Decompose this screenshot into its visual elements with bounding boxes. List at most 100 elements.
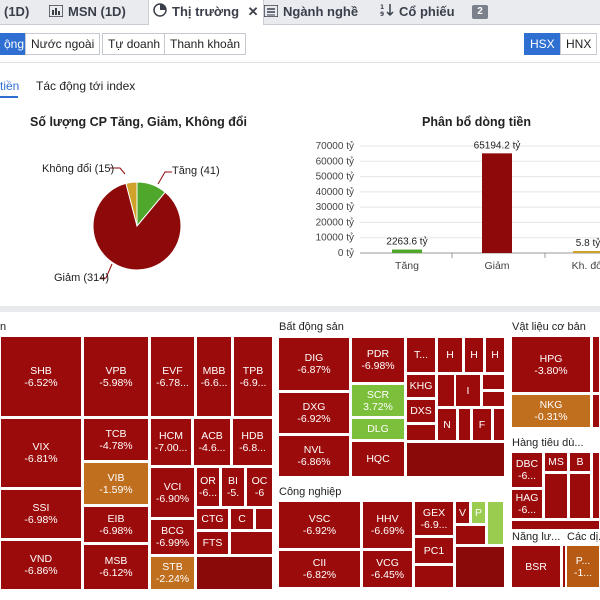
treemap-minor-cell[interactable] xyxy=(255,508,273,530)
treemap-minor-cell[interactable] xyxy=(487,501,504,545)
treemap-minor-cell[interactable] xyxy=(414,565,454,588)
treemap-cell-vpb[interactable]: VPB -5.98% xyxy=(83,336,149,417)
treemap-cell-hdb[interactable]: HDB -6.8... xyxy=(232,418,273,466)
treemap-cell-hag[interactable]: HAG -6... xyxy=(511,489,543,519)
treemap-cell-msb[interactable]: MSB -6.12% xyxy=(83,544,149,590)
treemap-cell-hcm[interactable]: HCM -7.00... xyxy=(150,418,192,466)
treemap-minor-cell[interactable] xyxy=(482,391,505,407)
treemap-cell-n[interactable]: N xyxy=(437,408,457,441)
treemap-cell-h[interactable]: H xyxy=(464,337,484,373)
treemap-cell-vnd[interactable]: VND -6.86% xyxy=(0,540,82,590)
tab-thi-truong[interactable]: Thị trường ✕ xyxy=(148,0,264,25)
treemap-cell-v[interactable]: V xyxy=(455,501,470,524)
sector-title-congnghiep[interactable]: Công nghiệp xyxy=(279,486,342,498)
treemap-cell-stb[interactable]: STB -2.24% xyxy=(150,556,195,590)
treemap-cell-t[interactable]: T... xyxy=(406,337,436,373)
treemap-cell-dig[interactable]: DIG -6.87% xyxy=(278,337,350,391)
treemap-cell-dbc[interactable]: DBC -6... xyxy=(511,452,543,488)
treemap-cell-pdr[interactable]: PDR -6.98% xyxy=(351,337,405,383)
treemap-cell-bsr[interactable]: BSR xyxy=(511,545,561,588)
sector-title-partial[interactable]: n xyxy=(0,321,7,333)
subbutton-dong-tien[interactable]: ộng xyxy=(0,33,32,55)
bar-tang[interactable] xyxy=(392,249,422,253)
treemap-minor-cell[interactable] xyxy=(406,442,505,477)
treemap-minor-cell[interactable] xyxy=(196,556,273,590)
treemap-cell-dxg[interactable]: DXG -6.92% xyxy=(278,392,350,434)
pie-slice-down[interactable] xyxy=(92,182,182,271)
treemap-cell-dxs[interactable]: DXS xyxy=(406,399,436,423)
treemap-cell-eib[interactable]: EIB -6.98% xyxy=(83,506,149,543)
treemap-cell-scr[interactable]: SCR 3.72% xyxy=(351,384,405,417)
treemap-cell-gex[interactable]: GEX -6.9... xyxy=(414,501,454,536)
treemap-cell-bcg[interactable]: BCG -6.99% xyxy=(150,519,195,555)
exchange-hsx-button[interactable]: HSX xyxy=(524,33,561,55)
treemap-cell-h[interactable]: H xyxy=(485,337,505,373)
treemap-cell-dlg[interactable]: DLG xyxy=(351,418,405,440)
treemap-minor-cell[interactable] xyxy=(592,452,600,519)
treemap-cell-tcb[interactable]: TCB -4.78% xyxy=(83,418,149,461)
treemap-minor-cell[interactable] xyxy=(569,473,591,519)
treemap-cell-ssi[interactable]: SSI -6.98% xyxy=(0,489,82,539)
treemap-minor-cell[interactable] xyxy=(592,394,600,428)
tab-partial-1d[interactable]: (1D) xyxy=(4,4,30,19)
treemap-cell-c[interactable]: C xyxy=(230,508,254,530)
treemap-cell-vcg[interactable]: VCG -6.45% xyxy=(362,550,413,588)
treemap-cell-hhv[interactable]: HHV -6.69% xyxy=(362,501,413,549)
treemap-cell-vsc[interactable]: VSC -6.92% xyxy=(278,501,361,549)
treemap-cell-vix[interactable]: VIX -6.81% xyxy=(0,418,82,488)
treemap-cell-nkg[interactable]: NKG -0.31% xyxy=(511,394,591,428)
treemap-cell-vci[interactable]: VCI -6.90% xyxy=(150,467,195,518)
sector-title-nangluong[interactable]: Năng lư... xyxy=(512,531,561,543)
treemap-cell-p[interactable]: P... -1... xyxy=(566,545,600,588)
subbutton-nuoc-ngoai[interactable]: Nước ngoài xyxy=(25,33,101,55)
treemap-cell-h[interactable]: H xyxy=(437,337,463,373)
treemap-cell-i[interactable]: I xyxy=(455,374,481,407)
subbutton-tu-doanh[interactable]: Tự doanh xyxy=(102,33,167,55)
treemap-minor-cell[interactable] xyxy=(455,525,486,545)
treemap-minor-cell[interactable] xyxy=(437,374,455,407)
treemap-minor-cell[interactable] xyxy=(230,531,273,555)
close-icon[interactable]: ✕ xyxy=(247,4,259,19)
treemap-cell-shb[interactable]: SHB -6.52% xyxy=(0,336,82,417)
treemap-cell-p[interactable]: P xyxy=(471,501,486,524)
treemap-cell-ms[interactable]: MS xyxy=(544,452,568,472)
treemap-cell-b[interactable]: B xyxy=(569,452,591,472)
bar-khong-doi[interactable] xyxy=(573,251,600,253)
sector-title-cacdv[interactable]: Các dị... xyxy=(567,531,600,543)
subtab-tac-dong-index[interactable]: Tác động tới index xyxy=(36,79,136,93)
treemap-cell-pc1[interactable]: PC1 xyxy=(414,537,454,564)
treemap-cell-khg[interactable]: KHG xyxy=(406,374,436,398)
treemap-minor-cell[interactable] xyxy=(455,546,505,588)
subbutton-thanh-khoan[interactable]: Thanh khoản xyxy=(164,33,247,55)
treemap-cell-fts[interactable]: FTS xyxy=(196,531,229,555)
treemap-cell-hpg[interactable]: HPG -3.80% xyxy=(511,336,591,393)
sector-title-vlcb[interactable]: Vật liệu cơ bản xyxy=(512,321,586,333)
treemap-minor-cell[interactable] xyxy=(592,336,600,393)
exchange-hnx-button[interactable]: HNX xyxy=(560,33,598,55)
treemap-minor-cell[interactable] xyxy=(511,520,600,530)
treemap-cell-oc[interactable]: OC -6 xyxy=(246,467,273,507)
tab-nganh-nghe[interactable]: Ngành nghề xyxy=(263,0,358,24)
treemap-cell-or[interactable]: OR -6... xyxy=(196,467,220,507)
treemap-cell-ctg[interactable]: CTG xyxy=(196,508,229,530)
sector-title-hangtd[interactable]: Hàng tiêu dù... xyxy=(512,437,584,449)
treemap-cell-evf[interactable]: EVF -6.78... xyxy=(150,336,195,417)
treemap-minor-cell[interactable] xyxy=(544,473,568,519)
subtab-dong-tien[interactable]: tiền xyxy=(0,79,20,93)
sector-title-bds[interactable]: Bất động sản xyxy=(279,321,344,333)
tab-msn-1d[interactable]: MSN (1D) xyxy=(48,0,126,24)
treemap-minor-cell[interactable] xyxy=(562,545,566,588)
treemap-cell-mbb[interactable]: MBB -6.6... xyxy=(196,336,232,417)
treemap-cell-hqc[interactable]: HQC xyxy=(351,441,405,477)
bar-giam[interactable] xyxy=(482,153,512,253)
tab-count-badge[interactable]: 2 xyxy=(472,5,488,19)
treemap-cell-vib[interactable]: VIB -1.59% xyxy=(83,462,149,505)
treemap-minor-cell[interactable] xyxy=(482,374,505,390)
treemap-minor-cell[interactable] xyxy=(458,408,471,441)
treemap-minor-cell[interactable] xyxy=(493,408,505,441)
treemap-minor-cell[interactable] xyxy=(406,424,436,441)
treemap-cell-bi[interactable]: BI -5. xyxy=(221,467,245,507)
treemap-cell-cii[interactable]: CII -6.82% xyxy=(278,550,361,588)
treemap-cell-f[interactable]: F xyxy=(472,408,492,441)
